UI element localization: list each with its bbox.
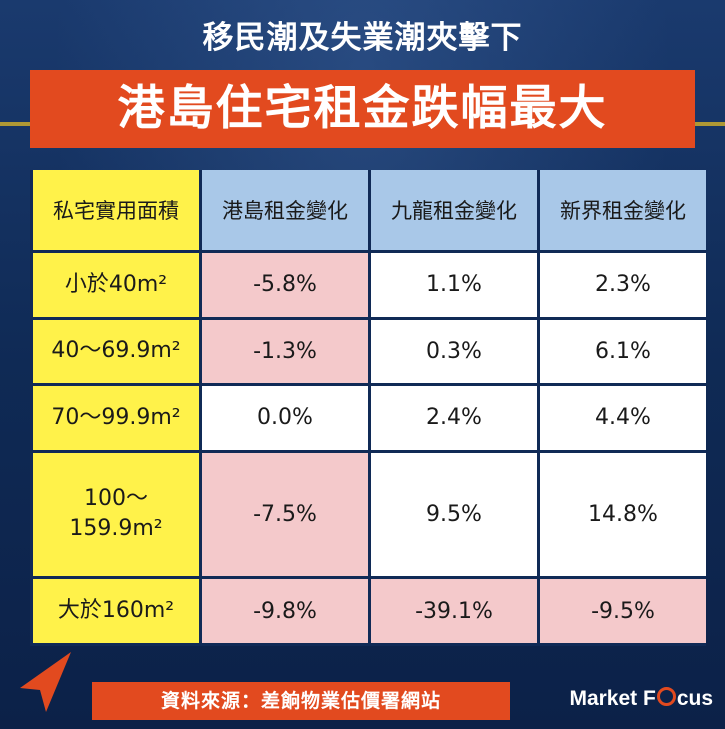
table-cell: -9.5%	[537, 579, 706, 646]
table-cell: 14.8%	[537, 452, 706, 580]
table-row: 100～ 159.9m² -7.5% 9.5% 14.8%	[30, 452, 706, 580]
table-cell: 2.3%	[537, 253, 706, 320]
brand-text-part2: cus	[676, 687, 713, 710]
table-row: 大於160m² -9.8% -39.1% -9.5%	[30, 579, 706, 646]
row-label: 40～69.9m²	[30, 319, 199, 386]
top-title: 移民潮及失業潮夾擊下	[202, 20, 523, 56]
table-header-row: 私宅實用面積 港島租金變化 九龍租金變化 新界租金變化	[30, 170, 706, 253]
table-row: 小於40m² -5.8% 1.1% 2.3%	[30, 253, 706, 320]
row-label: 小於40m²	[30, 253, 199, 320]
table-cell: -7.5%	[199, 452, 368, 580]
table-cell: -5.8%	[199, 253, 368, 320]
table-cell: 1.1%	[368, 253, 537, 320]
table-row: 70～99.9m² 0.0% 2.4% 4.4%	[30, 386, 706, 453]
row-label: 70～99.9m²	[30, 386, 199, 453]
table-cell: 2.4%	[368, 386, 537, 453]
table-cell: -1.3%	[199, 319, 368, 386]
table-row: 40～69.9m² -1.3% 0.3% 6.1%	[30, 319, 706, 386]
corner-header: 私宅實用面積	[30, 170, 199, 253]
column-header-nt: 新界租金變化	[537, 170, 706, 253]
table-cell: 4.4%	[537, 386, 706, 453]
brand-text-part1: Market F	[569, 687, 656, 710]
headline-banner: 港島住宅租金跌幅最大	[30, 70, 695, 148]
column-header-hk: 港島租金變化	[199, 170, 368, 253]
source-footer: 資料來源：差餉物業估價署網站	[92, 682, 510, 720]
row-label: 100～ 159.9m²	[30, 452, 199, 580]
row-label: 大於160m²	[30, 579, 199, 646]
arrow-pointer-icon	[20, 652, 71, 712]
table-cell: 0.0%	[199, 386, 368, 453]
table-cell: -39.1%	[368, 579, 537, 646]
table-cell: 9.5%	[368, 452, 537, 580]
rent-change-table: 私宅實用面積 港島租金變化 九龍租金變化 新界租金變化 小於40m² -5.8%…	[30, 170, 706, 646]
table-cell: -9.8%	[199, 579, 368, 646]
column-header-kowloon: 九龍租金變化	[368, 170, 537, 253]
table-cell: 6.1%	[537, 319, 706, 386]
focus-ring-icon	[656, 687, 676, 706]
brand-logo: Market F cus	[569, 687, 713, 711]
table-cell: 0.3%	[368, 319, 537, 386]
